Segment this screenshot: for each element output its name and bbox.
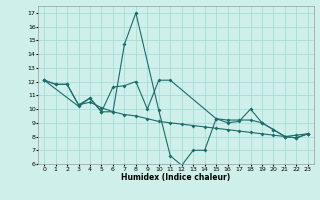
X-axis label: Humidex (Indice chaleur): Humidex (Indice chaleur) bbox=[121, 173, 231, 182]
